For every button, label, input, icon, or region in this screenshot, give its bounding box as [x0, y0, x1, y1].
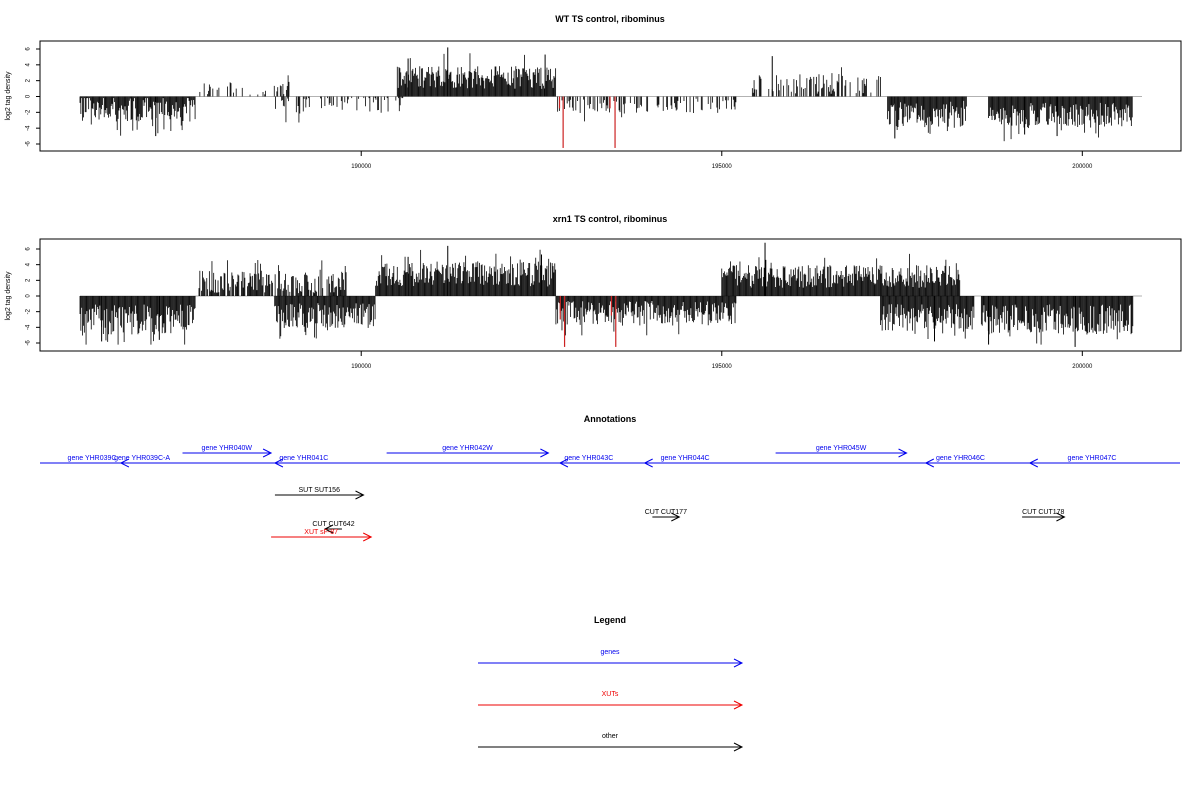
feature-label: gene YHR039C [68, 455, 117, 462]
legend-arrowhead [733, 658, 744, 668]
legend-label: XUTs [602, 691, 619, 698]
feature-label: gene YHR044C [661, 455, 710, 462]
feature-label: gene YHR043C [564, 455, 613, 462]
y-tick-label: 4 [26, 63, 32, 67]
plot-frame-xrn1 [39, 238, 1182, 352]
feature-arrowhead [1028, 458, 1039, 468]
x-tick-label: 195000 [712, 364, 733, 370]
feature-arrowhead [1056, 512, 1066, 522]
bars-xrn1 [79, 242, 1142, 347]
feature-arrowhead [671, 512, 681, 522]
panel-title-xrn1: xrn1 TS control, ribominus [553, 214, 668, 224]
y-tick-label: -6 [26, 340, 32, 346]
y-axis-xrn1: -6 -4 -2 0 2 4 6 [26, 247, 40, 346]
x-axis-wt: 190000 195000 200000 [351, 151, 1093, 170]
legend-title: Legend [594, 615, 626, 625]
feature-arrowhead [355, 490, 365, 500]
legend-entries: genes XUTs other [478, 649, 744, 752]
legend-arrowhead [733, 700, 744, 710]
y-tick-label: 6 [26, 247, 32, 251]
feature-arrowhead [558, 458, 569, 468]
y-tick-label: -4 [26, 125, 32, 131]
feature-label: gene YHR041C [279, 455, 328, 462]
y-tick-label: 0 [26, 94, 32, 98]
x-tick-label: 200000 [1072, 364, 1093, 370]
y-tick-label: -2 [26, 308, 32, 314]
legend-arrowhead [733, 742, 744, 752]
y-tick-label: 2 [26, 278, 32, 282]
feature-label: XUT sF-87 [304, 529, 338, 536]
legend-label: other [602, 733, 619, 740]
feature-arrowhead [924, 458, 935, 468]
bars-wt [79, 47, 1142, 148]
feature-label: SUT SUT156 [298, 487, 340, 494]
x-axis-xrn1: 190000 195000 200000 [351, 351, 1093, 370]
feature-label: CUT CUT178 [1022, 509, 1064, 516]
feature-arrowhead [643, 458, 653, 468]
y-tick-label: 0 [26, 294, 32, 298]
feature-label: gene YHR046C [936, 455, 985, 462]
panel-wt: WT TS control, ribominus log2 tag densit… [5, 14, 1182, 170]
legend: Legend genes XUTs other [478, 615, 744, 752]
panel-xrn1: xrn1 TS control, ribominus log2 tag dens… [5, 214, 1182, 370]
x-tick-label: 190000 [351, 364, 372, 370]
plot-frame-wt [39, 40, 1182, 152]
feature-label: gene YHR039C-A [114, 455, 170, 462]
y-tick-label: -2 [26, 109, 32, 115]
feature-arrowhead [540, 448, 550, 458]
feature-label: gene YHR045W [816, 445, 867, 452]
x-tick-label: 195000 [712, 164, 733, 170]
feature-label: gene YHR047C [1068, 455, 1117, 462]
y-axis-label-wt: log2 tag density [5, 71, 12, 121]
x-tick-label: 200000 [1072, 164, 1093, 170]
annotations-title: Annotations [584, 414, 637, 424]
y-axis-wt: -6 -4 -2 0 2 4 6 [26, 47, 40, 147]
legend-label: genes [600, 649, 620, 656]
y-axis-label-xrn1: log2 tag density [5, 271, 12, 321]
feature-label: gene YHR040W [202, 445, 253, 452]
feature-arrowhead [119, 458, 130, 468]
feature-arrowhead [898, 448, 908, 458]
feature-arrowhead [323, 524, 334, 534]
panel-title-wt: WT TS control, ribominus [555, 14, 665, 24]
feature-arrowhead [273, 458, 284, 468]
y-tick-label: -4 [26, 324, 32, 330]
y-tick-label: -6 [26, 141, 32, 147]
feature-label: CUT CUT177 [645, 509, 687, 516]
feature-label: gene YHR042W [442, 445, 493, 452]
x-tick-label: 190000 [351, 164, 372, 170]
y-tick-label: 6 [26, 47, 32, 51]
feature-arrowhead [262, 448, 273, 458]
y-tick-label: 4 [26, 262, 32, 266]
feature-arrowhead [362, 532, 373, 542]
feature-label: CUT CUT642 [312, 521, 354, 528]
y-tick-label: 2 [26, 78, 32, 82]
